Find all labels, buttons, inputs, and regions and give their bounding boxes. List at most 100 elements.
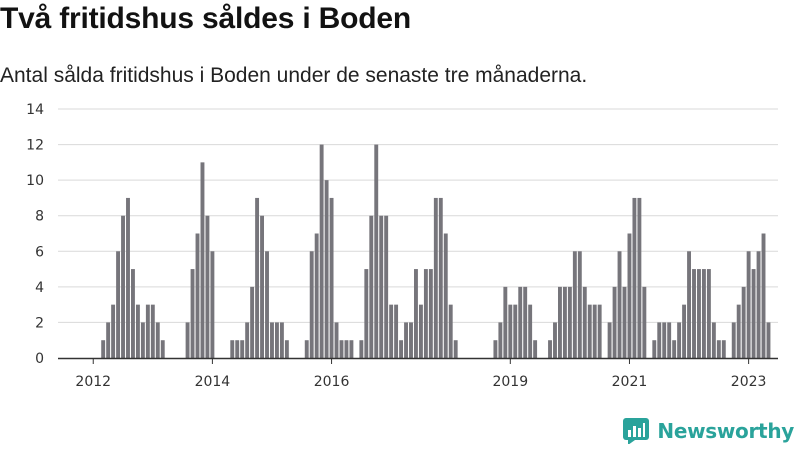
bar	[245, 322, 250, 358]
bar	[731, 322, 736, 358]
bar	[319, 144, 324, 358]
bar	[756, 251, 761, 358]
bar	[587, 304, 592, 358]
bar	[518, 286, 523, 358]
bar	[265, 251, 269, 358]
bar	[364, 269, 369, 358]
bar	[260, 215, 264, 358]
bar	[622, 286, 627, 358]
bar	[106, 322, 111, 358]
bar	[741, 286, 746, 358]
bar	[235, 340, 240, 358]
bar	[116, 251, 121, 358]
bar	[736, 304, 741, 358]
bar	[101, 340, 106, 358]
grid-lines	[58, 108, 778, 323]
bar	[274, 322, 279, 358]
bar	[379, 215, 384, 358]
y-tick-label: 10	[26, 173, 44, 189]
bar	[528, 304, 533, 358]
x-tick-label: 2021	[612, 374, 648, 390]
bar	[533, 340, 538, 358]
bar	[140, 322, 145, 358]
y-tick-label: 6	[35, 244, 44, 260]
bar	[304, 340, 309, 358]
bar	[553, 322, 557, 358]
bar	[339, 340, 344, 358]
bar	[150, 304, 155, 358]
bar	[329, 197, 334, 358]
bar	[697, 269, 701, 358]
bar	[443, 233, 448, 358]
bar	[761, 233, 766, 358]
y-axis-labels: 0 2 4 6 8 10 12 14	[26, 102, 44, 367]
bar	[423, 269, 428, 358]
bar	[652, 340, 657, 358]
bar	[195, 233, 200, 358]
bar	[250, 286, 255, 358]
bar	[155, 322, 160, 358]
bar	[548, 340, 552, 358]
bar	[701, 269, 706, 358]
brand-name: Newsworthy	[657, 419, 794, 443]
bar	[428, 269, 433, 358]
y-tick-label: 2	[35, 315, 44, 331]
bar	[706, 269, 711, 358]
bar	[135, 304, 140, 358]
bar	[200, 162, 205, 358]
bar	[160, 340, 165, 358]
bar	[453, 340, 458, 358]
bar	[399, 340, 404, 358]
bar	[111, 304, 116, 358]
bar	[394, 304, 399, 358]
x-tick-label: 2016	[314, 374, 350, 390]
bar	[607, 322, 612, 358]
bar	[389, 304, 394, 358]
bar	[582, 286, 587, 358]
bar	[205, 215, 210, 358]
bar	[751, 269, 756, 358]
y-tick-label: 8	[35, 209, 44, 225]
bar	[567, 286, 572, 358]
x-axis-labels: 2012201420162019202120232025	[75, 374, 767, 390]
newsworthy-bar-chart-icon	[623, 418, 650, 444]
bar	[721, 340, 726, 358]
x-tick-label: 2023	[731, 374, 767, 390]
bar	[438, 197, 443, 358]
x-tick-label: 2014	[195, 374, 231, 390]
bar	[418, 304, 423, 358]
bar	[766, 322, 771, 358]
bar	[677, 322, 682, 358]
x-tick-label: 2012	[75, 374, 111, 390]
bar	[210, 251, 215, 358]
bars	[101, 144, 771, 358]
bar	[627, 233, 632, 358]
bar	[711, 322, 716, 358]
bar	[637, 197, 642, 358]
bar	[185, 322, 190, 358]
bar	[190, 269, 195, 358]
bar	[359, 340, 364, 358]
bar	[270, 322, 274, 358]
bar	[513, 304, 518, 358]
bar	[314, 233, 319, 358]
bar	[503, 286, 508, 358]
bar	[617, 251, 622, 358]
bar	[409, 322, 413, 358]
bar	[572, 251, 577, 358]
bar	[716, 340, 721, 358]
bar	[309, 251, 314, 358]
bar	[255, 197, 260, 358]
bar	[672, 340, 677, 358]
bar	[284, 340, 289, 358]
bar	[369, 215, 374, 358]
bar	[448, 304, 453, 358]
bar	[121, 215, 125, 358]
bar	[523, 286, 528, 358]
bar	[344, 340, 349, 358]
bar	[433, 197, 438, 358]
bar	[667, 322, 672, 358]
chart-subtitle: Antal sålda fritidshus i Boden under de …	[0, 64, 588, 87]
bar	[349, 340, 354, 358]
bar	[384, 215, 389, 358]
